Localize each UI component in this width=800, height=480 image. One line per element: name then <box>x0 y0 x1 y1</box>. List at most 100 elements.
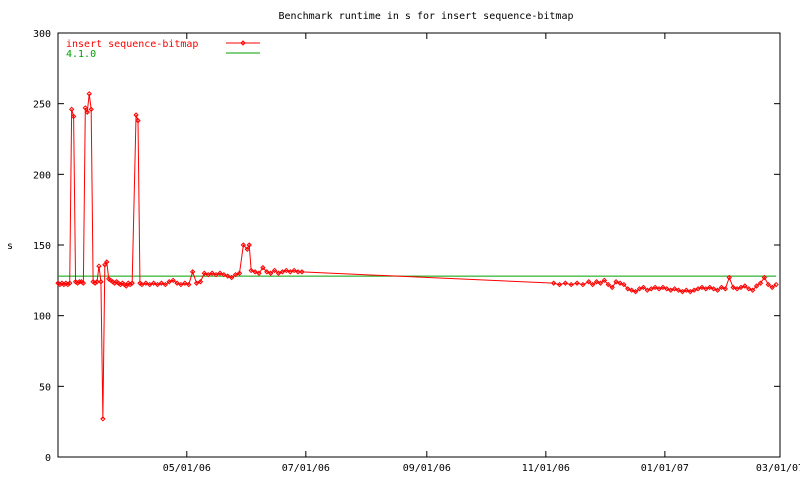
data-point <box>68 106 75 113</box>
data-point <box>260 264 266 271</box>
x-tick-label: 05/01/06 <box>163 463 211 474</box>
data-point <box>664 286 670 292</box>
data-point <box>621 281 627 288</box>
data-point <box>668 287 674 293</box>
data-point <box>135 117 141 124</box>
data-point <box>714 287 721 293</box>
data-point <box>86 91 92 97</box>
data-point <box>162 281 169 288</box>
y-axis: 0 50 100 150 200 250 300 <box>33 29 780 464</box>
data-point <box>147 281 153 288</box>
x-tick-label: 03/01/07 <box>756 463 800 474</box>
data-point <box>275 270 282 276</box>
data-point <box>240 242 247 248</box>
data-point <box>640 284 647 291</box>
data-point <box>644 287 651 293</box>
data-point <box>82 105 89 111</box>
legend: insert sequence-bitmap 4.1.0 <box>66 39 260 60</box>
data-point <box>166 279 172 285</box>
data-point <box>761 274 768 281</box>
data-point <box>256 270 262 276</box>
data-point <box>695 286 701 292</box>
data-point <box>154 281 161 288</box>
data-point <box>193 280 200 286</box>
data-point <box>742 283 748 289</box>
data-point <box>703 286 709 292</box>
x-tick-label: 11/01/06 <box>522 463 570 474</box>
data-point <box>765 281 771 288</box>
data-point <box>299 269 305 275</box>
data-point <box>174 280 180 286</box>
data-point <box>139 281 145 288</box>
data-point <box>773 281 779 288</box>
data-point <box>613 279 619 285</box>
data-point <box>628 287 635 293</box>
data-point <box>656 286 662 292</box>
data-point <box>580 281 586 288</box>
data-point <box>636 286 643 292</box>
data-point <box>710 286 717 292</box>
data-point <box>625 286 631 292</box>
x-tick-label: 07/01/06 <box>282 463 330 474</box>
data-point <box>123 283 130 289</box>
data-point <box>738 284 744 291</box>
data-point <box>244 246 250 252</box>
data-point <box>562 280 569 286</box>
data-point <box>221 271 227 278</box>
data-point <box>291 267 297 274</box>
data-point <box>660 284 666 291</box>
data-point <box>769 284 775 291</box>
data-point <box>271 267 278 274</box>
data-point <box>753 283 760 289</box>
data-point <box>279 269 286 275</box>
x-tick-label: 01/01/07 <box>641 463 689 474</box>
data-point <box>129 280 135 286</box>
data-point <box>718 284 725 291</box>
data-point <box>734 286 740 292</box>
data-point <box>182 280 188 286</box>
data-point <box>236 270 243 276</box>
legend-marker-series-1 <box>240 40 246 46</box>
data-point <box>589 281 596 288</box>
data-point <box>671 286 678 292</box>
data-point <box>295 269 301 275</box>
data-point <box>228 274 235 281</box>
data-point <box>76 279 83 285</box>
data-point <box>197 279 204 285</box>
y-tick-label: 200 <box>33 170 51 181</box>
data-point <box>186 281 192 288</box>
data-point <box>94 279 100 285</box>
data-point <box>593 279 600 285</box>
data-point <box>70 113 77 120</box>
y-tick-label: 150 <box>33 241 51 252</box>
data-point <box>648 286 654 292</box>
chart-title: Benchmark runtime in s for insert sequen… <box>278 11 573 22</box>
data-point <box>178 281 184 288</box>
data-point <box>699 284 705 291</box>
data-point <box>100 416 106 422</box>
data-point <box>574 280 580 286</box>
data-point <box>675 287 682 293</box>
data-point <box>556 281 563 288</box>
data-point <box>246 242 252 248</box>
data-point <box>601 277 608 284</box>
data-point <box>205 271 211 278</box>
data-point <box>283 267 290 274</box>
data-point <box>209 270 215 276</box>
data-point <box>287 269 293 275</box>
data-point <box>609 284 615 291</box>
y-tick-label: 300 <box>33 29 51 40</box>
plot-area <box>55 91 779 422</box>
y-tick-label: 50 <box>39 382 51 393</box>
y-axis-label: s <box>7 241 13 252</box>
data-point <box>707 284 713 291</box>
data-point <box>586 279 592 285</box>
data-point <box>568 281 574 288</box>
series-line-insert-sequence-bitmap <box>57 93 777 419</box>
data-point <box>617 280 623 286</box>
data-point <box>264 269 270 275</box>
data-point <box>232 271 239 278</box>
data-point <box>158 280 165 286</box>
legend-label-series-2: 4.1.0 <box>66 49 96 60</box>
y-tick-label: 0 <box>45 453 51 464</box>
